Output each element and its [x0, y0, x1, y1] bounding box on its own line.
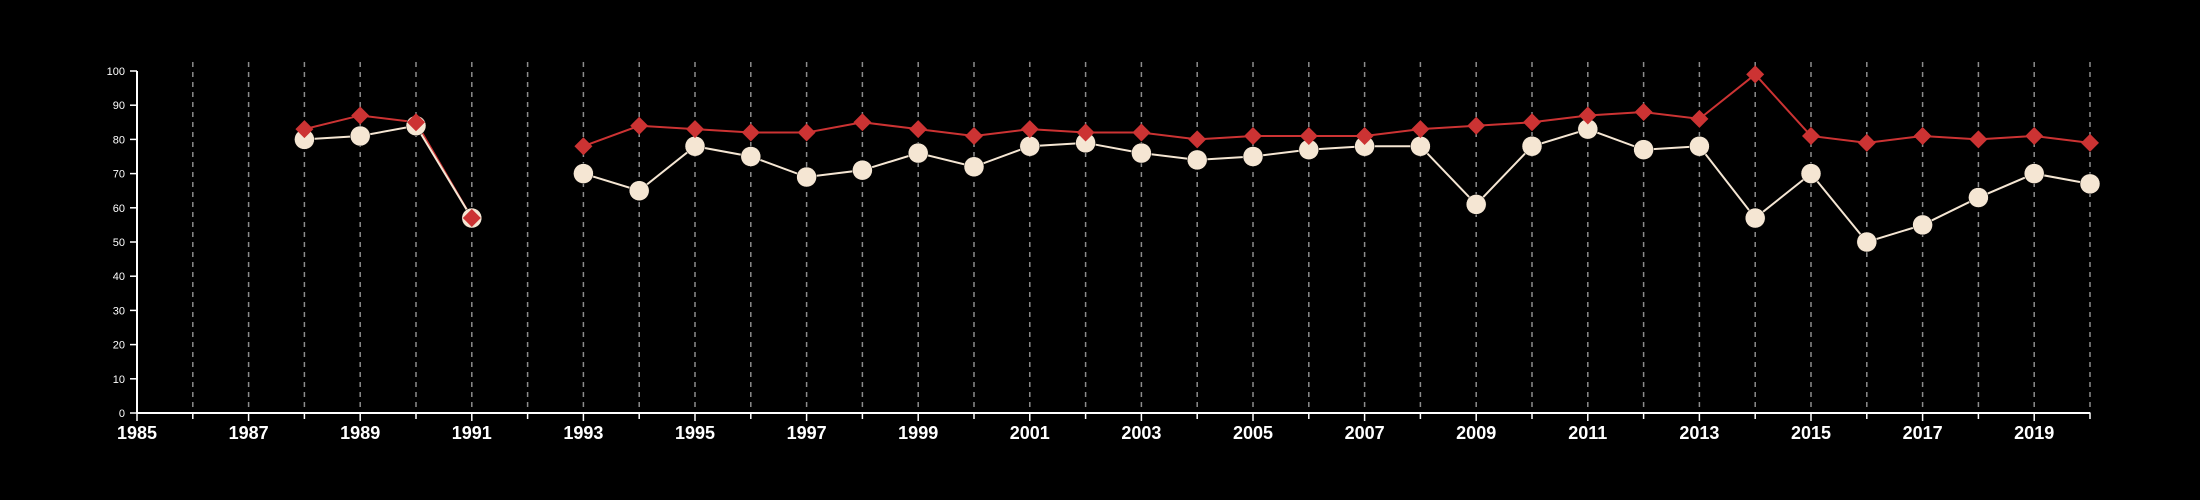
data-point — [686, 120, 704, 139]
data-point — [1188, 130, 1207, 149]
x-tick-label: 1991 — [452, 423, 492, 443]
data-point — [407, 113, 425, 132]
data-point — [1355, 126, 1374, 145]
x-tick-label: 1995 — [675, 423, 715, 443]
x-axis-ticks: 1985 1987 1989 1991 1993 1995 1997 1999 2001 2003… — [117, 413, 2091, 443]
series-line — [583, 128, 2091, 244]
data-point — [1467, 116, 1486, 135]
x-tick-label: 2003 — [1121, 423, 1161, 443]
x-tick-label: 1985 — [117, 423, 157, 443]
x-tick-label: 2005 — [1233, 423, 1273, 443]
x-tick-label: 1999 — [898, 423, 938, 443]
data-point — [1411, 120, 1430, 139]
y-tick-label: 60 — [113, 203, 125, 215]
data-point — [1689, 135, 1710, 157]
y-tick-label: 20 — [113, 340, 125, 352]
data-point — [1299, 126, 1318, 145]
x-tick-label: 2013 — [1679, 423, 1719, 443]
data-point — [1968, 187, 1989, 208]
x-tick-label: 2019 — [2014, 423, 2054, 443]
data-point — [1020, 120, 1039, 139]
y-axis-ticks: 0 10 20 30 40 50 60 70 80 90 100 — [107, 66, 137, 420]
data-point — [1746, 65, 1765, 84]
data-point — [1634, 103, 1653, 122]
data-point — [1076, 123, 1095, 142]
y-tick-label: 0 — [119, 408, 125, 420]
x-tick-label: 1993 — [563, 423, 603, 443]
series-2 — [304, 124, 2091, 244]
data-point — [1242, 146, 1264, 167]
data-point — [1465, 194, 1487, 215]
data-point — [1523, 113, 1541, 132]
data-point — [462, 209, 481, 228]
x-tick-label: 1989 — [340, 423, 380, 443]
y-tick-label: 10 — [113, 374, 125, 386]
data-point — [684, 135, 706, 157]
data-point — [1578, 106, 1597, 125]
data-point — [853, 113, 872, 132]
y-tick-label: 40 — [113, 271, 125, 283]
data-point — [574, 137, 593, 156]
x-tick-label: 2009 — [1456, 423, 1496, 443]
data-point — [1131, 142, 1152, 164]
data-point — [1690, 109, 1709, 128]
data-point — [965, 126, 983, 145]
data-point — [1244, 126, 1262, 145]
data-point — [2023, 163, 2045, 184]
data-point — [1744, 207, 1766, 229]
x-tick-label: 2017 — [1903, 423, 1943, 443]
x-tick-label: 1987 — [229, 423, 269, 443]
series-1-markers — [295, 65, 2099, 228]
data-point — [628, 180, 650, 201]
y-tick-label: 80 — [113, 134, 125, 146]
x-tick-label: 2007 — [1345, 423, 1385, 443]
x-tick-label: 2015 — [1791, 423, 1831, 443]
data-point — [796, 166, 817, 188]
data-point — [2081, 133, 2099, 152]
data-point — [1019, 135, 1041, 157]
series-line — [304, 124, 473, 219]
data-point — [1521, 135, 1543, 157]
data-point — [1800, 163, 1822, 184]
data-point — [295, 120, 314, 139]
series-2-markers — [294, 115, 2101, 253]
data-point — [351, 106, 370, 125]
data-point — [349, 125, 371, 147]
x-tick-label: 1997 — [787, 423, 827, 443]
data-point — [907, 142, 929, 164]
y-tick-label: 70 — [113, 169, 125, 181]
data-point — [741, 123, 760, 142]
data-point — [2025, 126, 2044, 145]
series-layer — [294, 65, 2101, 253]
data-point — [2079, 173, 2101, 195]
data-point — [1857, 133, 1876, 152]
y-tick-label: 30 — [113, 305, 125, 317]
data-point — [1912, 214, 1933, 236]
data-point — [1186, 149, 1208, 171]
data-point — [573, 163, 594, 184]
data-point — [1132, 123, 1151, 142]
x-tick-label: 2011 — [1568, 423, 1607, 443]
series-line — [583, 73, 2091, 148]
data-point — [909, 120, 928, 139]
y-tick-label: 100 — [107, 66, 125, 78]
data-point — [1969, 130, 1988, 149]
x-tick-label: 2001 — [1010, 423, 1050, 443]
data-point — [630, 116, 649, 135]
vertical-grid — [192, 62, 2091, 413]
y-tick-label: 90 — [113, 100, 125, 112]
data-point — [963, 156, 985, 178]
data-point — [797, 123, 816, 142]
data-point — [1802, 126, 1820, 145]
data-point — [852, 159, 873, 181]
data-point — [1633, 139, 1654, 160]
data-point — [1856, 231, 1878, 253]
y-tick-label: 50 — [113, 237, 125, 249]
data-point — [740, 146, 762, 167]
data-point — [1913, 126, 1932, 145]
data-point — [1410, 135, 1431, 157]
